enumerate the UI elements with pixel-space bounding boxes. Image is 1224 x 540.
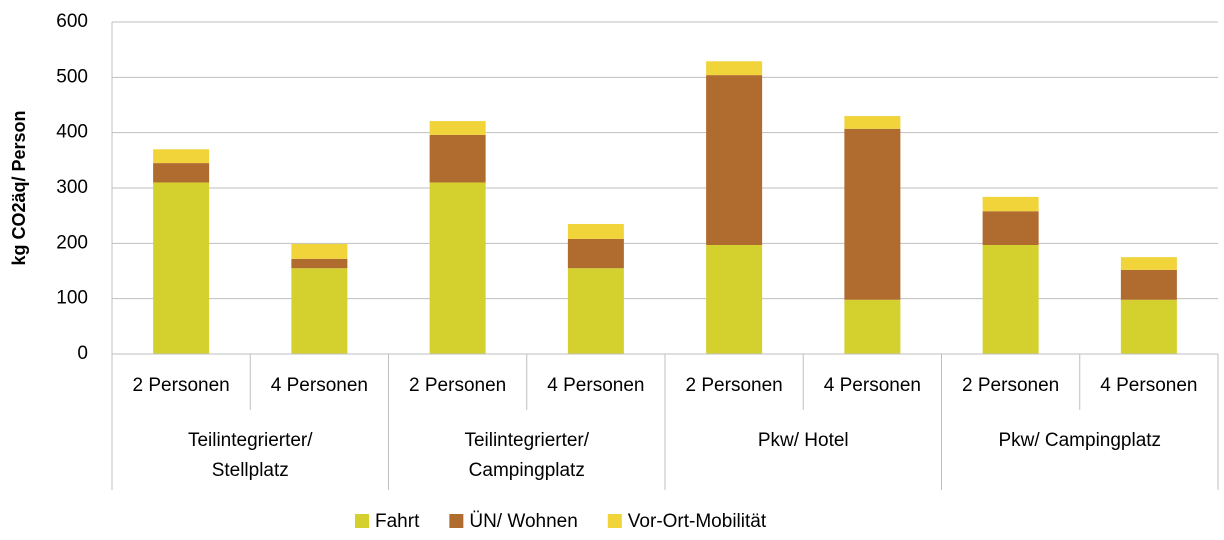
bar-segment [844,116,901,129]
y-tick-label: 200 [56,232,88,253]
x-tick-label: 4 Personen [1100,375,1197,396]
legend-label: Fahrt [375,511,420,532]
bar-segment [153,149,210,164]
group-label: Pkw/ Campingplatz [998,430,1161,451]
bar-segment [429,121,486,135]
group-label: Teilintegrierter/ [464,430,589,451]
x-tick-label: 4 Personen [824,375,921,396]
y-tick-label: 600 [56,11,88,32]
bar-segment [153,163,210,183]
bar-segment [567,268,624,354]
y-tick-label: 500 [56,66,88,87]
bar-segment [429,182,486,354]
group-label: Pkw/ Hotel [758,430,849,451]
group-label: Campingplatz [469,460,585,481]
bar-segment [982,211,1039,245]
x-tick-label: 4 Personen [271,375,368,396]
bar-segment [706,75,763,245]
group-label: Stellplatz [212,460,289,481]
x-tick-label: 2 Personen [962,375,1059,396]
legend-label: ÜN/ Wohnen [469,511,577,532]
bar-segment [291,258,348,269]
y-tick-label: 400 [56,122,88,143]
bar-segment [291,268,348,354]
bar-segment [567,238,624,269]
bar-segment [1120,269,1177,300]
legend-swatch [449,514,464,528]
legend-label: Vor-Ort-Mobilität [628,511,767,532]
x-tick-label: 2 Personen [409,375,506,396]
y-axis-title: kg CO2äq/ Person [9,110,29,265]
y-tick-label: 300 [56,177,88,198]
bar-segment [706,61,763,76]
bar-segment [844,299,901,354]
bar-segment [153,182,210,354]
y-tick-label: 100 [56,288,88,309]
x-tick-label: 2 Personen [686,375,783,396]
x-tick-label: 2 Personen [133,375,230,396]
legend-swatch [355,514,369,528]
y-tick-label: 0 [77,343,88,364]
bar-segment [844,128,901,300]
bar-segment [1120,257,1177,270]
group-label: Teilintegrierter/ [188,430,313,451]
bar-segment [567,223,624,239]
bar-segment [429,134,486,183]
bar-segment [982,196,1039,212]
bar-segment [1120,299,1177,354]
bar-segment [291,243,348,259]
legend-swatch [607,514,622,528]
bar-segment [982,244,1039,354]
x-tick-label: 4 Personen [547,375,644,396]
bar-segment [706,244,763,354]
